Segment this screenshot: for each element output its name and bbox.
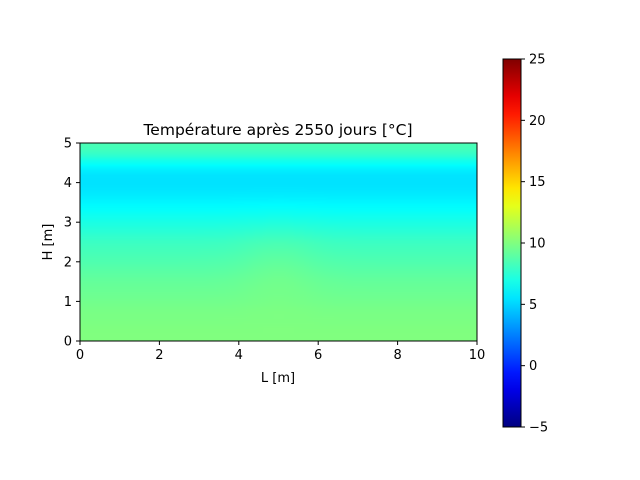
colorbar-tick-label: 10 bbox=[529, 237, 546, 252]
y-tick-label: 5 bbox=[64, 137, 72, 152]
chart-title: Température après 2550 jours [°C] bbox=[142, 121, 412, 139]
colorbar-tick-label: −5 bbox=[529, 421, 548, 436]
colorbar-tick-label: 0 bbox=[529, 359, 537, 374]
y-tick-label: 1 bbox=[64, 295, 72, 310]
x-tick-label: 10 bbox=[469, 348, 486, 363]
colorbar-tick-label: 5 bbox=[529, 298, 537, 313]
x-tick-label: 8 bbox=[393, 348, 401, 363]
colorbar-gradient bbox=[503, 59, 521, 427]
y-tick-label: 2 bbox=[64, 255, 72, 270]
x-axis-label: L [m] bbox=[261, 371, 295, 386]
colorbar-tick-label: 25 bbox=[529, 53, 546, 68]
x-tick-label: 6 bbox=[314, 348, 322, 363]
y-tick-label: 3 bbox=[64, 216, 72, 231]
x-tick-label: 2 bbox=[155, 348, 163, 363]
colorbar: −5 0 5 10 15 20 25 bbox=[502, 53, 548, 436]
x-axis: 0 2 4 6 8 10 bbox=[76, 341, 485, 363]
y-tick-label: 4 bbox=[64, 176, 72, 191]
plot-area bbox=[79, 142, 478, 342]
x-tick-label: 0 bbox=[76, 348, 84, 363]
colorbar-tick-label: 15 bbox=[529, 175, 546, 190]
y-axis-label: H [m] bbox=[41, 224, 56, 261]
y-tick-label: 0 bbox=[64, 335, 72, 350]
x-tick-label: 4 bbox=[235, 348, 243, 363]
heatmap-image bbox=[80, 143, 477, 341]
y-axis: 0 1 2 3 4 5 bbox=[64, 137, 80, 350]
plot-frame bbox=[79, 142, 478, 342]
colorbar-tick-label: 20 bbox=[529, 114, 546, 129]
colorbar-ticks: −5 0 5 10 15 20 25 bbox=[521, 53, 548, 436]
